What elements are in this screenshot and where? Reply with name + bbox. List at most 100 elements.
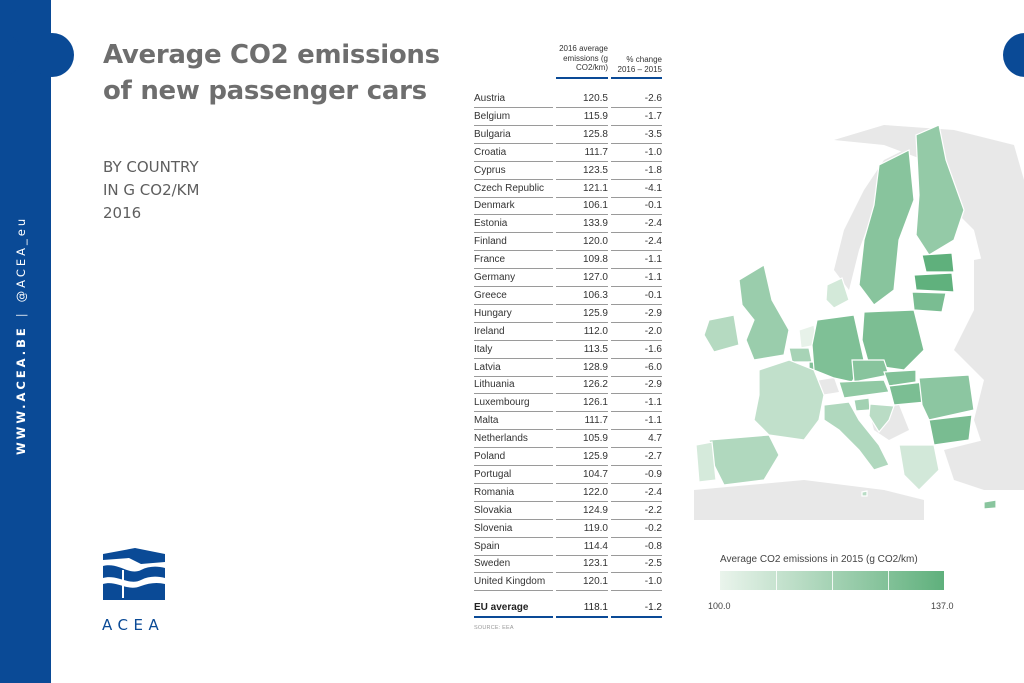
row-rule bbox=[556, 554, 608, 556]
table-row: Belgium 115.9 -1.7 bbox=[474, 108, 664, 126]
social-handle[interactable]: @ACEA_eu bbox=[14, 215, 28, 303]
country-name: Estonia bbox=[474, 218, 508, 230]
eu-average-emissions: 118.1 bbox=[583, 602, 608, 613]
row-rule bbox=[611, 411, 662, 413]
country-name: Denmark bbox=[474, 200, 515, 212]
table-row: Greece 106.3 -0.1 bbox=[474, 287, 664, 305]
row-rule bbox=[474, 482, 553, 484]
country-name: Slovakia bbox=[474, 504, 512, 516]
emissions-value: 119.0 bbox=[583, 522, 608, 534]
row-rule bbox=[556, 178, 608, 180]
row-rule bbox=[611, 554, 662, 556]
row-rule bbox=[474, 142, 553, 144]
row-rule bbox=[611, 357, 662, 359]
legend-title: Average CO2 emissions in 2015 (g CO2/km) bbox=[720, 554, 918, 565]
row-rule bbox=[556, 250, 608, 252]
row-rule bbox=[611, 429, 662, 431]
row-rule bbox=[474, 447, 553, 449]
row-rule bbox=[611, 160, 662, 162]
change-value: 4.7 bbox=[648, 433, 662, 445]
emissions-value: 104.7 bbox=[582, 468, 608, 480]
decorative-dot bbox=[0, 33, 22, 77]
country-name: Malta bbox=[474, 415, 499, 427]
emissions-value: 124.9 bbox=[582, 504, 608, 516]
country-name: Luxembourg bbox=[474, 397, 530, 409]
table-row: Slovenia 119.0 -0.2 bbox=[474, 520, 664, 538]
subtitle-line: 2016 bbox=[103, 204, 142, 222]
country-name: Hungary bbox=[474, 307, 512, 319]
emissions-value: 120.0 bbox=[582, 236, 608, 248]
emissions-value: 106.3 bbox=[582, 289, 608, 301]
change-value: -1.0 bbox=[644, 576, 662, 588]
row-rule bbox=[474, 107, 553, 108]
emissions-value: 106.1 bbox=[582, 200, 608, 212]
table-row: Slovakia 124.9 -2.2 bbox=[474, 502, 664, 520]
country-name: Austria bbox=[474, 93, 506, 104]
emissions-value: 111.7 bbox=[584, 146, 608, 158]
emissions-value: 120.5 bbox=[582, 93, 608, 104]
emissions-value: 113.5 bbox=[583, 343, 608, 355]
decorative-dot bbox=[30, 33, 74, 77]
country-name: Finland bbox=[474, 236, 507, 248]
row-rule bbox=[611, 616, 662, 618]
row-rule bbox=[611, 232, 662, 234]
row-rule bbox=[556, 214, 608, 216]
table-row: France 109.8 -1.1 bbox=[474, 251, 664, 270]
legend-tick bbox=[888, 571, 889, 590]
change-value: -2.4 bbox=[644, 218, 662, 230]
emissions-value: 127.0 bbox=[582, 272, 608, 283]
website-link[interactable]: WWW.ACEA.BE bbox=[14, 325, 28, 455]
change-value: -1.0 bbox=[644, 146, 662, 158]
row-rule bbox=[474, 214, 553, 216]
map-country-denmark bbox=[825, 277, 850, 309]
row-rule bbox=[474, 518, 553, 520]
map-country-spain bbox=[708, 434, 780, 486]
country-name: Belgium bbox=[474, 110, 511, 122]
emissions-value: 121.1 bbox=[582, 182, 608, 194]
row-rule bbox=[556, 124, 608, 126]
row-rule bbox=[474, 124, 553, 126]
country-name: Lithuania bbox=[474, 379, 515, 391]
acea-logo-icon bbox=[103, 548, 165, 600]
table-row: Sweden 123.1 -2.5 bbox=[474, 555, 664, 574]
header-rule bbox=[556, 77, 608, 79]
row-rule bbox=[556, 590, 608, 592]
page-title: Average CO2 emissions of new passenger c… bbox=[103, 40, 440, 106]
row-rule bbox=[556, 429, 608, 431]
row-rule bbox=[556, 616, 608, 618]
row-rule bbox=[556, 321, 608, 323]
row-rule bbox=[611, 482, 662, 484]
row-rule bbox=[556, 142, 608, 144]
change-value: -3.5 bbox=[644, 128, 662, 140]
change-value: -2.9 bbox=[644, 307, 662, 319]
emissions-value: 105.9 bbox=[582, 433, 608, 445]
change-value: -2.4 bbox=[644, 486, 662, 498]
change-value: -2.6 bbox=[644, 93, 662, 104]
change-value: -2.4 bbox=[644, 236, 662, 248]
row-rule bbox=[611, 375, 662, 377]
row-rule bbox=[611, 339, 662, 341]
map-country-bulgaria bbox=[928, 414, 973, 446]
map-country-slovakia bbox=[883, 369, 917, 387]
row-rule bbox=[611, 465, 662, 466]
map-country-ireland bbox=[703, 314, 740, 353]
row-rule bbox=[474, 429, 553, 431]
table-row: Bulgaria 125.8 -3.5 bbox=[474, 126, 664, 144]
map-country-slovenia bbox=[853, 397, 871, 412]
emissions-value: 120.1 bbox=[582, 576, 608, 588]
row-rule bbox=[556, 339, 608, 341]
country-name: Romania bbox=[474, 486, 515, 498]
map-country-france bbox=[753, 359, 825, 441]
row-rule bbox=[474, 393, 553, 395]
row-rule bbox=[474, 590, 553, 592]
emissions-value: 122.0 bbox=[582, 486, 608, 498]
emissions-value: 112.0 bbox=[583, 325, 608, 337]
row-rule bbox=[474, 411, 553, 413]
table-row: Austria 120.5 -2.6 bbox=[474, 90, 664, 108]
table-row: Ireland 112.0 -2.0 bbox=[474, 323, 664, 341]
map-country-cyprus bbox=[983, 499, 997, 510]
table-row: Czech Republic 121.1 -4.1 bbox=[474, 180, 664, 198]
change-value: -0.1 bbox=[644, 289, 662, 301]
eu-average-change: -1.2 bbox=[644, 602, 662, 613]
row-rule bbox=[474, 321, 553, 323]
